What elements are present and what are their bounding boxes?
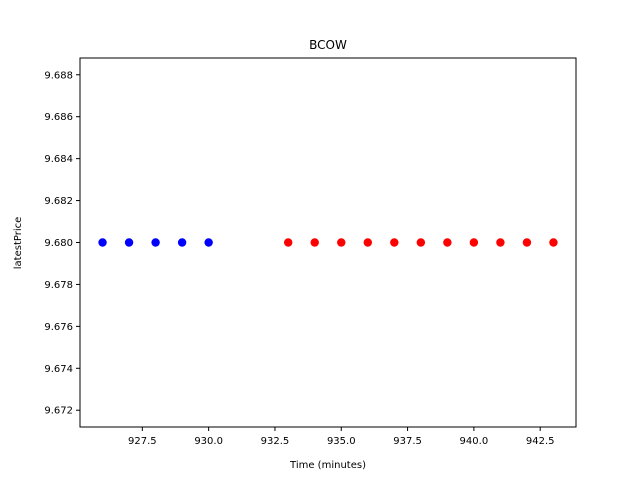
- data-point: [204, 238, 213, 247]
- data-point: [98, 238, 107, 247]
- y-tick-label: 9.680: [44, 238, 73, 249]
- data-point: [337, 238, 346, 247]
- data-point: [496, 238, 505, 247]
- x-tick-label: 935.0: [327, 436, 356, 447]
- y-tick-label: 9.672: [44, 406, 73, 417]
- x-tick-label: 940.0: [460, 436, 489, 447]
- y-tick-label: 9.688: [44, 70, 73, 81]
- data-point: [522, 238, 532, 247]
- data-point: [416, 238, 426, 247]
- chart-title: BCOW: [309, 38, 347, 52]
- data-point: [363, 238, 372, 247]
- data-point: [443, 238, 452, 247]
- data-point: [310, 238, 319, 247]
- y-tick-label: 9.682: [44, 196, 73, 207]
- x-tick-label: 937.5: [393, 436, 422, 447]
- y-axis-label: latestPrice: [13, 217, 24, 270]
- x-tick-label: 942.5: [526, 436, 555, 447]
- data-point: [124, 238, 134, 247]
- data-point: [549, 238, 558, 247]
- data-point: [390, 238, 399, 247]
- plot-frame: [79, 57, 577, 428]
- y-tick-label: 9.686: [44, 112, 73, 123]
- data-points: [98, 238, 558, 247]
- y-tick-label: 9.684: [44, 154, 73, 165]
- y-tick-label: 9.678: [44, 280, 73, 291]
- data-point: [151, 238, 160, 247]
- x-axis-label: Time (minutes): [289, 460, 366, 471]
- x-tick-label: 930.0: [194, 436, 223, 447]
- x-tick-label: 932.5: [261, 436, 290, 447]
- data-point: [177, 238, 187, 247]
- y-tick-label: 9.674: [44, 364, 73, 375]
- y-axis-ticks: 9.672 9.674 9.676 9.678 9.680 9.682 9.684 9.686…: [44, 70, 80, 417]
- x-axis-ticks: 927.5 930.0 932.5 935.0 937.5 940.0 942.5: [128, 427, 555, 447]
- data-point: [469, 238, 479, 247]
- x-tick-label: 927.5: [128, 436, 157, 447]
- data-point: [284, 238, 293, 247]
- y-tick-label: 9.676: [44, 322, 73, 333]
- plot-area: [80, 58, 576, 427]
